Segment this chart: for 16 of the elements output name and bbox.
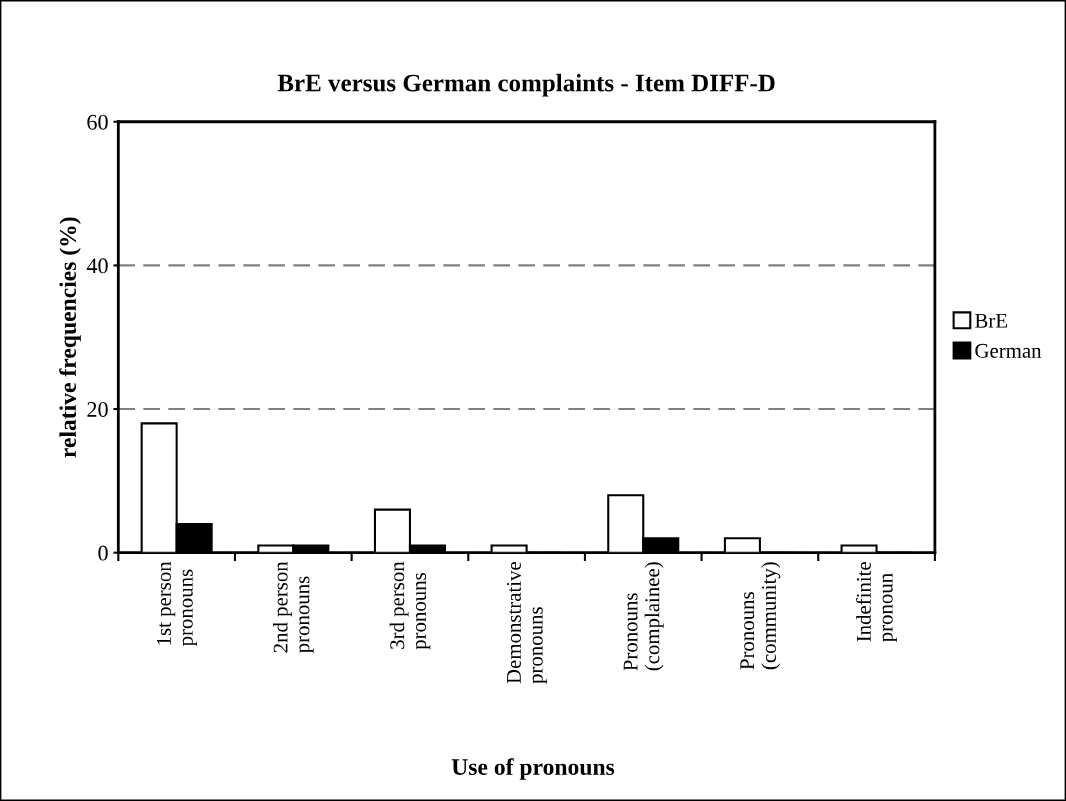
y-tick-label: 0 [98, 545, 108, 561]
x-tick-label: Pronouns (community) [740, 562, 781, 670]
legend-label: BrE [975, 313, 1007, 328]
y-tick-label: 20 [87, 401, 108, 417]
legend-label: German [975, 343, 1042, 358]
x-tick-label: 3rd person pronouns [389, 561, 431, 650]
x-tick-label: Demonstrative pronouns [506, 562, 547, 684]
y-tick-label: 40 [86, 258, 108, 274]
x-axis-title: Use of pronouns [451, 758, 615, 780]
chart-title: BrE versus German complaints - Item DIFF-D [277, 73, 775, 97]
x-tick-label: 1st person pronouns [157, 561, 197, 647]
y-tick-label: 60 [87, 114, 108, 130]
x-tick-label: 2nd person pronouns [272, 561, 314, 653]
x-tick-label: Indefinite pronoun [856, 562, 897, 642]
y-axis-title: relative frequencies (%) [59, 217, 81, 458]
x-tick-label: Pronouns (complainee) [623, 562, 664, 671]
